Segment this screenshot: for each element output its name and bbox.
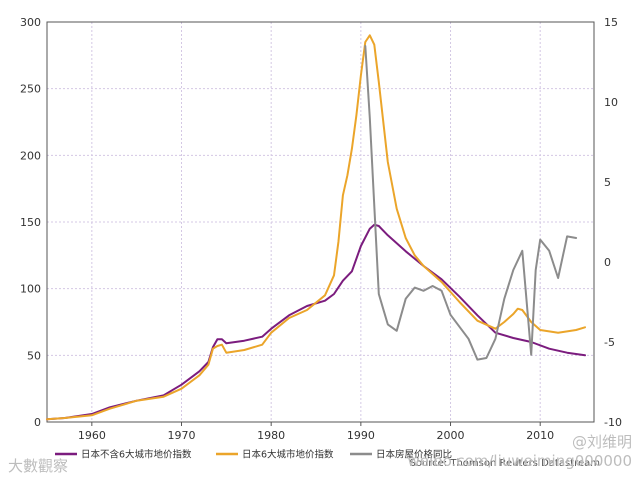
x-tick-label: 2010	[526, 429, 554, 442]
x-tick-label: 1980	[257, 429, 285, 442]
right-tick-label: 5	[604, 176, 611, 189]
x-tick-label: 1990	[347, 429, 375, 442]
left-tick-label: 300	[20, 16, 41, 29]
x-axis-ticks: 1960 1970 1980 1990 2000 2010	[78, 422, 554, 442]
right-tick-label: -10	[604, 416, 622, 429]
series-line-3	[364, 45, 578, 361]
series-line-1	[46, 223, 586, 421]
right-tick-label: -5	[604, 336, 615, 349]
left-axis-ticks: 0 50 100 150 200 250 300	[20, 16, 41, 429]
left-tick-label: 50	[27, 349, 41, 362]
left-tick-label: 150	[20, 216, 41, 229]
legend-label-3: 日本房屋价格同比	[376, 449, 452, 461]
watermark-left: 大數觀察	[8, 457, 68, 475]
left-tick-label: 0	[34, 416, 41, 429]
right-axis-ticks: -10 -5 0 5 10 15	[604, 16, 622, 429]
right-tick-label: 10	[604, 96, 618, 109]
x-tick-label: 2000	[437, 429, 465, 442]
left-tick-label: 250	[20, 83, 41, 96]
legend: 日本不含6大城市地价指数 日本6大城市地价指数 日本房屋价格同比	[55, 449, 452, 461]
left-tick-label: 100	[20, 283, 41, 296]
series-lines	[46, 34, 586, 421]
series-line-2	[46, 34, 586, 421]
source-credit: Source: Thomson Reuters Datastream	[409, 458, 600, 469]
x-tick-label: 1960	[78, 429, 106, 442]
x-tick-label: 1970	[168, 429, 196, 442]
left-tick-label: 200	[20, 149, 41, 162]
legend-label-2: 日本6大城市地价指数	[242, 449, 334, 461]
right-tick-label: 0	[604, 256, 611, 269]
watermark-right-bottom: weibo.com/liuweiming000000	[407, 452, 632, 470]
plot-frame	[46, 21, 595, 423]
watermark-right-top: @刘维明	[572, 433, 632, 451]
legend-label-1: 日本不含6大城市地价指数	[81, 449, 192, 461]
right-tick-label: 15	[604, 16, 618, 29]
